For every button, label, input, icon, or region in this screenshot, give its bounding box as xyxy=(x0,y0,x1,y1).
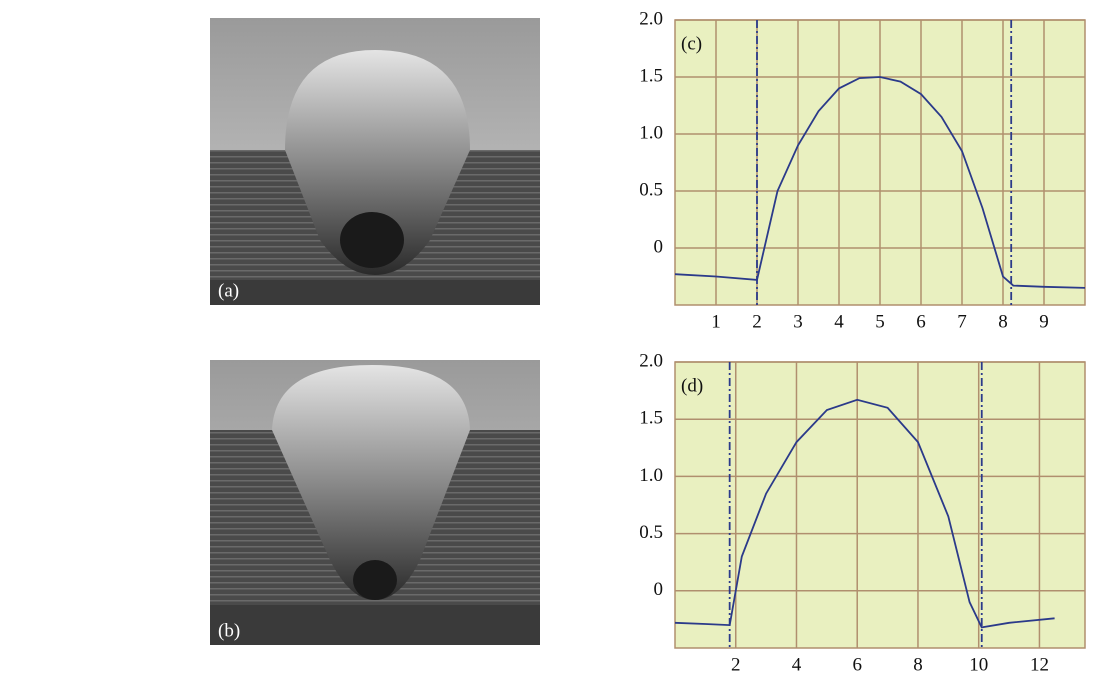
panel-label: (d) xyxy=(681,375,703,396)
x-tick-label: 5 xyxy=(875,311,885,332)
x-tick-label: 8 xyxy=(913,654,923,675)
y-tick-label: 0.5 xyxy=(639,179,663,200)
sem-image-a: (a) xyxy=(210,18,540,305)
y-tick-label: 1.5 xyxy=(639,408,663,429)
y-tick-label: 1.0 xyxy=(639,122,663,143)
panel-label: (b) xyxy=(218,620,240,641)
y-tick-label: 0 xyxy=(654,236,664,257)
x-tick-label: 1 xyxy=(711,311,721,332)
x-tick-label: 3 xyxy=(793,311,803,332)
x-tick-label: 8 xyxy=(998,311,1008,332)
y-tick-label: 1.5 xyxy=(639,65,663,86)
y-tick-label: 2.0 xyxy=(639,350,663,371)
x-tick-label: 6 xyxy=(852,654,862,675)
data-line xyxy=(674,398,1055,629)
x-tick-label: 6 xyxy=(916,311,926,332)
data-line xyxy=(674,76,1086,289)
x-tick-label: 2 xyxy=(752,311,762,332)
y-tick-label: 2.0 xyxy=(639,8,663,29)
x-tick-label: 9 xyxy=(1039,311,1049,332)
y-tick-label: 0.5 xyxy=(639,522,663,543)
x-tick-label: 7 xyxy=(957,311,967,332)
panel-label: (c) xyxy=(681,33,702,54)
x-tick-label: 4 xyxy=(834,311,844,332)
y-tick-label: 0 xyxy=(654,579,664,600)
plot-area xyxy=(674,361,1086,649)
sem-image-b: (b) xyxy=(210,360,540,645)
x-tick-label: 10 xyxy=(969,654,988,675)
x-tick-label: 12 xyxy=(1030,654,1049,675)
x-tick-label: 2 xyxy=(731,654,741,675)
panel-label: (a) xyxy=(218,280,239,301)
x-tick-label: 4 xyxy=(792,654,802,675)
y-tick-label: 1.0 xyxy=(639,465,663,486)
